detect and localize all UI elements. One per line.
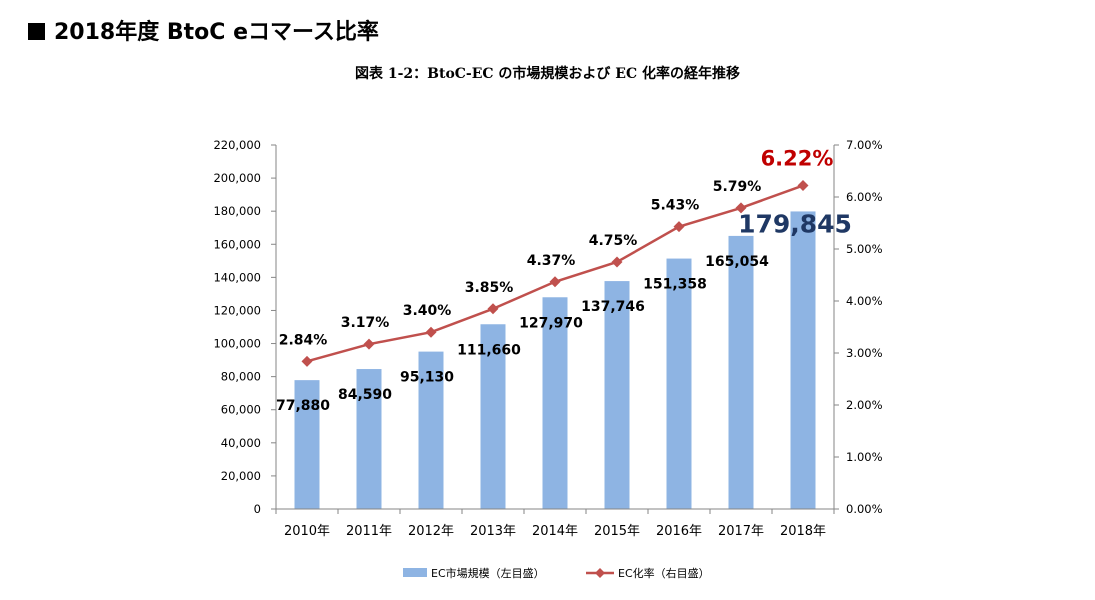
left-tick-label: 0 (254, 502, 261, 516)
right-tick-label: 2.00% (846, 398, 883, 412)
x-tick-label: 2011年 (346, 524, 392, 539)
left-tick-label: 40,000 (221, 436, 261, 450)
ec-rate-marker-2010年 (301, 355, 313, 367)
right-tick-label: 4.00% (846, 294, 883, 308)
left-tick-label: 100,000 (213, 337, 261, 351)
left-tick-label: 180,000 (213, 204, 261, 218)
right-tick-label: 5.00% (846, 242, 883, 256)
legend-bar-swatch (403, 568, 427, 577)
page-title: 2018年度 BtoC eコマース比率 (28, 14, 379, 46)
right-tick-label: 6.00% (846, 190, 883, 204)
right-tick-label: 3.00% (846, 346, 883, 360)
x-tick-label: 2015年 (594, 524, 640, 539)
bar-2017年 (728, 235, 754, 510)
bar-2013年 (480, 324, 506, 509)
line-value-label-highlight: 6.22% (761, 147, 834, 171)
x-tick-label: 2013年 (470, 524, 516, 539)
legend-line-label: EC化率（右目盛） (618, 566, 710, 580)
legend-line-marker (595, 568, 605, 578)
square-bullet-icon (28, 23, 45, 40)
left-tick-label: 200,000 (213, 171, 261, 185)
line-value-label: 3.17% (341, 315, 390, 331)
ec-rate-marker-2016年 (673, 221, 685, 233)
line-value-label: 3.40% (403, 303, 452, 319)
ec-rate-marker-2012年 (425, 326, 437, 338)
left-tick-label: 80,000 (221, 370, 261, 384)
line-value-label: 4.37% (527, 253, 576, 269)
bar-value-label: 84,590 (338, 387, 392, 403)
bar-2010年 (294, 380, 320, 509)
right-tick-label: 0.00% (846, 502, 883, 516)
left-tick-label: 20,000 (221, 469, 261, 483)
chart-title: 図表 1-2：BtoC-EC の市場規模および EC 化率の経年推移 (354, 66, 740, 82)
legend-bar-label: EC市場規模（左目盛） (431, 566, 545, 580)
right-tick-label: 7.00% (846, 138, 883, 152)
bar-2016年 (666, 258, 692, 509)
line-value-label: 5.79% (713, 179, 762, 195)
x-tick-label: 2018年 (780, 524, 826, 539)
left-tick-label: 60,000 (221, 403, 261, 417)
left-tick-label: 140,000 (213, 270, 261, 284)
bar-value-label: 77,880 (276, 398, 330, 414)
ec-rate-marker-2017年 (735, 202, 747, 214)
bar-2018年 (790, 211, 816, 509)
left-tick-label: 160,000 (213, 237, 261, 251)
ec-rate-marker-2013年 (487, 303, 499, 315)
bar-2011年 (356, 369, 382, 509)
line-value-label: 3.85% (465, 280, 514, 296)
bar-value-label: 137,746 (581, 299, 645, 315)
ec-rate-marker-2011年 (363, 338, 375, 350)
line-value-label: 2.84% (279, 332, 328, 348)
left-tick-label: 220,000 (213, 138, 261, 152)
left-tick-label: 120,000 (213, 303, 261, 317)
ec-rate-marker-2014年 (549, 276, 561, 288)
bar-value-label: 111,660 (457, 342, 521, 358)
x-tick-label: 2014年 (532, 524, 578, 539)
x-tick-label: 2010年 (284, 524, 330, 539)
line-value-label: 4.75% (589, 233, 638, 249)
bar-2012年 (418, 351, 444, 509)
line-value-label: 5.43% (651, 198, 700, 214)
bar-value-label: 151,358 (643, 277, 707, 293)
right-tick-label: 1.00% (846, 450, 883, 464)
bar-value-label-highlight: 179,845 (738, 209, 852, 238)
ec-rate-marker-2018年 (797, 180, 809, 192)
bar-2014年 (542, 297, 568, 509)
bar-2015年 (604, 281, 630, 509)
x-tick-label: 2017年 (718, 524, 764, 539)
bar-value-label: 95,130 (400, 370, 454, 386)
x-tick-label: 2012年 (408, 524, 454, 539)
x-tick-label: 2016年 (656, 524, 702, 539)
page-title-text: 2018年度 BtoC eコマース比率 (54, 20, 379, 45)
bar-value-label: 127,970 (519, 315, 583, 331)
ec-rate-marker-2015年 (611, 256, 623, 268)
bar-value-label: 165,054 (705, 254, 769, 270)
